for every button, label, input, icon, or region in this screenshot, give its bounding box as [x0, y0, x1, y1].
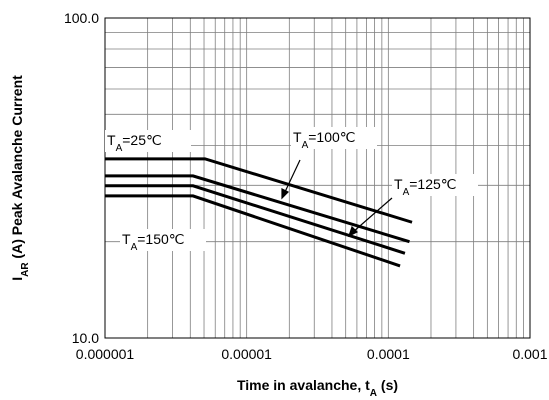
- y-axis-label-part: I: [9, 277, 25, 281]
- series-label-part: A: [302, 140, 309, 151]
- series-line: [105, 157, 413, 224]
- series-label-part: A: [403, 187, 410, 198]
- x-axis-label-part: A: [370, 388, 377, 399]
- series-label-part: =150℃: [137, 231, 184, 247]
- series-label-part: T: [107, 132, 116, 148]
- series-label-part: T: [122, 231, 131, 247]
- x-tick-label: 0.0001: [367, 346, 410, 362]
- series-label-part: T: [293, 129, 302, 145]
- series-line: [105, 174, 410, 244]
- arrows: [281, 159, 393, 238]
- series-label-part: A: [116, 143, 123, 154]
- series-label-part: =25℃: [122, 132, 161, 148]
- y-axis-label-part: AR: [20, 262, 31, 277]
- series-label: TA=150℃: [122, 231, 185, 253]
- series-label: TA=25℃: [107, 132, 162, 154]
- x-tick-label: 0.001: [512, 346, 547, 362]
- x-tick-label: 0.000001: [76, 346, 135, 362]
- series-label: TA=125℃: [394, 176, 457, 198]
- y-tick-label: 10.0: [72, 330, 99, 346]
- plot-frame: [104, 17, 531, 339]
- x-axis-label-part: Time in avalanche, t: [237, 377, 370, 393]
- y-tick-label: 100.0: [64, 10, 99, 26]
- series-label: TA=100℃: [293, 129, 356, 151]
- series-line: [105, 184, 406, 255]
- x-tick-label: 0.00001: [221, 346, 272, 362]
- series-label-bg: [105, 130, 191, 152]
- series-label-bg: [120, 229, 206, 251]
- series-label-bg: [291, 127, 377, 149]
- series-label-bg: [392, 174, 478, 196]
- y-axis-label: IAR (A) Peak Avalanche Current: [9, 75, 31, 281]
- series-label-part: =100℃: [308, 129, 355, 145]
- y-axis-label-part: (A) Peak Avalanche Current: [9, 75, 25, 263]
- series-label-part: A: [131, 242, 138, 253]
- series-label-part: =125℃: [409, 176, 456, 192]
- labels: 0.000001 0.00001 0.0001 0.001 10.0 100.0 Time …: [9, 10, 548, 399]
- x-axis-label-part: (s): [377, 377, 398, 393]
- x-axis-label: Time in avalanche, tA (s): [237, 377, 398, 399]
- lines: [105, 157, 413, 268]
- series-label-part: T: [394, 176, 403, 192]
- series-line: [105, 194, 401, 268]
